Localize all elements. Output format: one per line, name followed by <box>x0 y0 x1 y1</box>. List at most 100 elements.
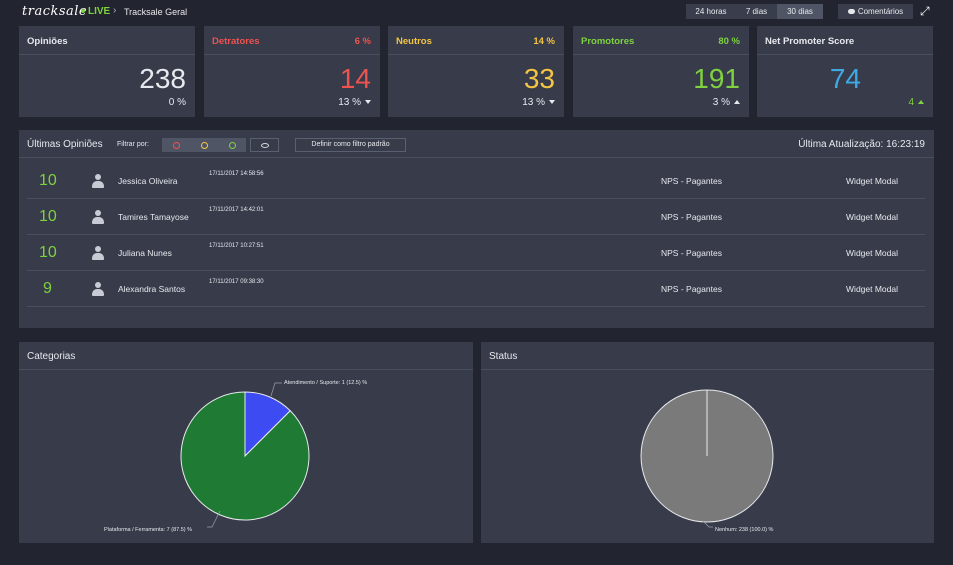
card-value: 33 <box>523 63 555 94</box>
chevron-right-icon: › <box>113 5 117 16</box>
row-nps: NPS - Pagantes <box>661 284 722 294</box>
expand-icon[interactable]: ⤢ <box>920 4 930 18</box>
row-score: 10 <box>39 172 57 189</box>
opinions-panel: Últimas Opiniões Filtrar por: Definir co… <box>19 130 934 328</box>
breadcrumb[interactable]: Tracksale Geral <box>124 7 188 17</box>
caret-down-icon <box>549 100 555 105</box>
card-percent: 14 % <box>533 36 555 47</box>
row-widget: Widget Modal <box>846 284 898 294</box>
row-date: 17/11/2017 14:42:01 <box>209 207 264 213</box>
row-date: 17/11/2017 09:38:30 <box>209 279 264 285</box>
table-row[interactable]: 10 Tamires Tamayose 17/11/2017 14:42:01 … <box>27 199 925 235</box>
card-detratores: Detratores 6 % 14 13 % <box>204 26 380 117</box>
caret-up-icon <box>734 100 740 105</box>
user-icon <box>92 210 104 224</box>
categorias-panel-header: Categorias <box>19 342 473 370</box>
table-row[interactable]: 10 Jessica Oliveira 17/11/2017 14:58:56 … <box>27 163 925 199</box>
card-sub: 13 % <box>338 97 371 108</box>
range-7d-button[interactable]: 7 dias <box>736 4 777 19</box>
status-title: Status <box>489 351 518 362</box>
pie-leader-line <box>207 510 221 528</box>
row-date: 17/11/2017 14:58:56 <box>209 171 264 177</box>
row-score: 10 <box>39 244 57 261</box>
card-header: Detratores 6 % <box>204 26 380 55</box>
user-icon <box>92 246 104 260</box>
top-bar: tracksale LIVE › Tracksale Geral 24 hora… <box>0 0 953 24</box>
pie-label-plataforma: Plataforma / Ferramenta: 7 (87.5) % <box>104 527 193 533</box>
happy-face-icon <box>228 141 236 149</box>
card-title: Net Promoter Score <box>765 36 855 47</box>
table-row[interactable]: 9 Alexandra Santos 17/11/2017 09:38:30 N… <box>27 271 925 307</box>
chat-bubble-icon <box>260 142 269 148</box>
status-panel: Status Nenhum: 238 (100.0) % <box>481 342 934 543</box>
status-pie-chart <box>640 389 774 528</box>
row-nps: NPS - Pagantes <box>661 248 722 258</box>
card-value: 74 <box>829 63 861 94</box>
card-nps: Net Promoter Score 74 4 <box>757 26 933 117</box>
card-header: Opiniões <box>19 26 195 55</box>
pie-label-atendimento: Atendimento / Suporte: 1 (12.5) % <box>284 380 368 386</box>
card-percent: 6 % <box>354 36 371 47</box>
caret-up-icon <box>918 100 924 105</box>
card-header: Promotores 80 % <box>573 26 749 55</box>
comments-button[interactable]: Comentários <box>838 4 913 19</box>
table-row[interactable]: 10 Juliana Nunes 17/11/2017 10:27:51 NPS… <box>27 235 925 271</box>
card-sub: 13 % <box>522 97 555 108</box>
tracksale-logo[interactable]: tracksale <box>22 4 88 19</box>
row-score: 9 <box>43 280 52 297</box>
row-name: Tamires Tamayose <box>118 212 189 222</box>
row-name: Alexandra Santos <box>118 284 186 294</box>
card-percent: 80 % <box>718 36 740 47</box>
opinions-panel-header: Últimas Opiniões Filtrar por: Definir co… <box>19 130 934 158</box>
pie-leader-line <box>702 520 713 528</box>
comments-label: Comentários <box>857 7 904 16</box>
card-promotores: Promotores 80 % 191 3 % <box>573 26 749 117</box>
card-title: Opiniões <box>27 36 68 47</box>
card-sub: 3 % <box>713 97 740 108</box>
row-widget: Widget Modal <box>846 212 898 222</box>
filter-group <box>162 138 246 152</box>
filter-label: Filtrar por: <box>117 141 149 148</box>
filter-comments-button[interactable] <box>250 138 279 152</box>
filter-promoter-button[interactable] <box>218 138 246 152</box>
card-value: 191 <box>693 63 740 94</box>
range-24h-button[interactable]: 24 horas <box>686 4 736 19</box>
live-indicator: LIVE <box>81 6 110 17</box>
card-value: 238 <box>139 63 186 94</box>
categorias-pie-chart <box>180 382 310 528</box>
categorias-title: Categorias <box>27 351 76 362</box>
live-label: LIVE <box>88 6 111 17</box>
row-widget: Widget Modal <box>846 248 898 258</box>
pie-slice-plataforma[interactable] <box>180 391 310 521</box>
card-sub-value: 13 % <box>338 97 361 108</box>
caret-down-icon <box>365 100 371 105</box>
comment-icon <box>847 9 855 15</box>
card-header: Net Promoter Score <box>757 26 933 55</box>
filter-neutral-button[interactable] <box>190 138 218 152</box>
row-name: Juliana Nunes <box>118 248 172 258</box>
row-nps: NPS - Pagantes <box>661 212 722 222</box>
card-sub-value: 3 % <box>712 97 730 108</box>
card-value: 14 <box>339 63 371 94</box>
filter-detractor-button[interactable] <box>162 138 190 152</box>
card-title: Detratores <box>212 36 260 47</box>
card-sub-value: 13 % <box>522 97 545 108</box>
card-neutros: Neutros 14 % 33 13 % <box>388 26 564 117</box>
row-widget: Widget Modal <box>846 176 898 186</box>
card-header: Neutros 14 % <box>388 26 564 55</box>
last-updated: Última Atualização: 16:23:19 <box>798 139 925 150</box>
set-default-filter-button[interactable]: Definir como filtro padrão <box>295 138 406 152</box>
pie-label-nenhum: Nenhum: 238 (100.0) % <box>715 527 774 533</box>
range-30d-button[interactable]: 30 dias <box>777 4 823 19</box>
categorias-panel: Categorias Atendimento / Suporte: 1 (12.… <box>19 342 473 543</box>
card-sub: 4 <box>908 97 924 108</box>
live-dot-icon <box>81 9 85 14</box>
user-icon <box>92 174 104 188</box>
opinions-title: Últimas Opiniões <box>27 139 103 150</box>
row-date: 17/11/2017 10:27:51 <box>209 243 264 249</box>
card-opinioes: Opiniões 238 0 % <box>19 26 195 117</box>
card-sub-value: 4 <box>908 97 914 108</box>
status-panel-header: Status <box>481 342 934 370</box>
card-sub: 0 % <box>168 97 186 108</box>
row-name: Jessica Oliveira <box>118 176 178 186</box>
